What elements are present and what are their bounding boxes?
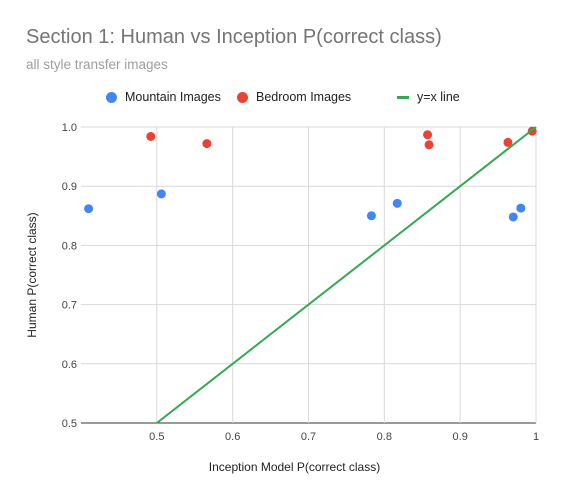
chart-title: Section 1: Human vs Inception P(correct … — [26, 26, 442, 48]
x-tick-label: 0.7 — [301, 431, 316, 443]
data-marks — [84, 126, 537, 424]
legend-bedroom-label: Bedroom Images — [256, 90, 352, 104]
y-tick-label: 0.6 — [62, 359, 77, 371]
y-tick-label: 0.9 — [62, 181, 77, 193]
bedroom-point[interactable] — [146, 131, 156, 141]
mountain-point[interactable] — [392, 198, 402, 208]
chart-subtitle: all style transfer images — [26, 57, 168, 72]
axis-labels: 0.5 0.6 0.7 0.8 0.9 1.0 0.5 0.6 0.7 0.8 0.9 1 Incept… — [25, 122, 539, 474]
legend-yx-line-marker — [397, 95, 409, 99]
bedroom-point[interactable] — [503, 137, 513, 147]
mountain-point[interactable] — [84, 204, 94, 214]
legend-mountain-marker — [106, 91, 117, 103]
bedroom-point[interactable] — [202, 139, 212, 149]
x-tick-label: 0.6 — [225, 431, 240, 443]
legend-mountain-label: Mountain Images — [125, 90, 221, 104]
x-axis-title: Inception Model P(correct class) — [209, 460, 380, 474]
x-tick-label: 0.8 — [377, 431, 392, 443]
bedroom-point[interactable] — [423, 130, 433, 140]
bedroom-point[interactable] — [424, 140, 434, 150]
y-tick-label: 0.5 — [62, 418, 77, 430]
yx-reference-line — [156, 126, 537, 424]
legend-item-yx-line[interactable]: y=x line — [397, 89, 460, 105]
y-tick-label: 1.0 — [62, 122, 77, 134]
x-tick-label: 0.5 — [149, 431, 164, 443]
legend-yx-line-label: y=x line — [417, 90, 460, 104]
mountain-point[interactable] — [366, 211, 376, 221]
x-tick-label: 1 — [533, 431, 539, 443]
legend-item-bedroom[interactable]: Bedroom Images — [237, 89, 351, 105]
legend-bedroom-marker — [237, 91, 248, 103]
y-tick-label: 0.8 — [62, 240, 77, 252]
x-tick-label: 0.9 — [453, 431, 468, 443]
legend-item-mountain[interactable]: Mountain Images — [106, 89, 221, 105]
mountain-point[interactable] — [156, 189, 166, 199]
grid-lines — [81, 126, 537, 424]
mountain-point[interactable] — [508, 212, 518, 222]
y-axis-title: Human P(correct class) — [25, 212, 39, 337]
y-tick-label: 0.7 — [62, 300, 77, 312]
mountain-point[interactable] — [516, 203, 526, 213]
